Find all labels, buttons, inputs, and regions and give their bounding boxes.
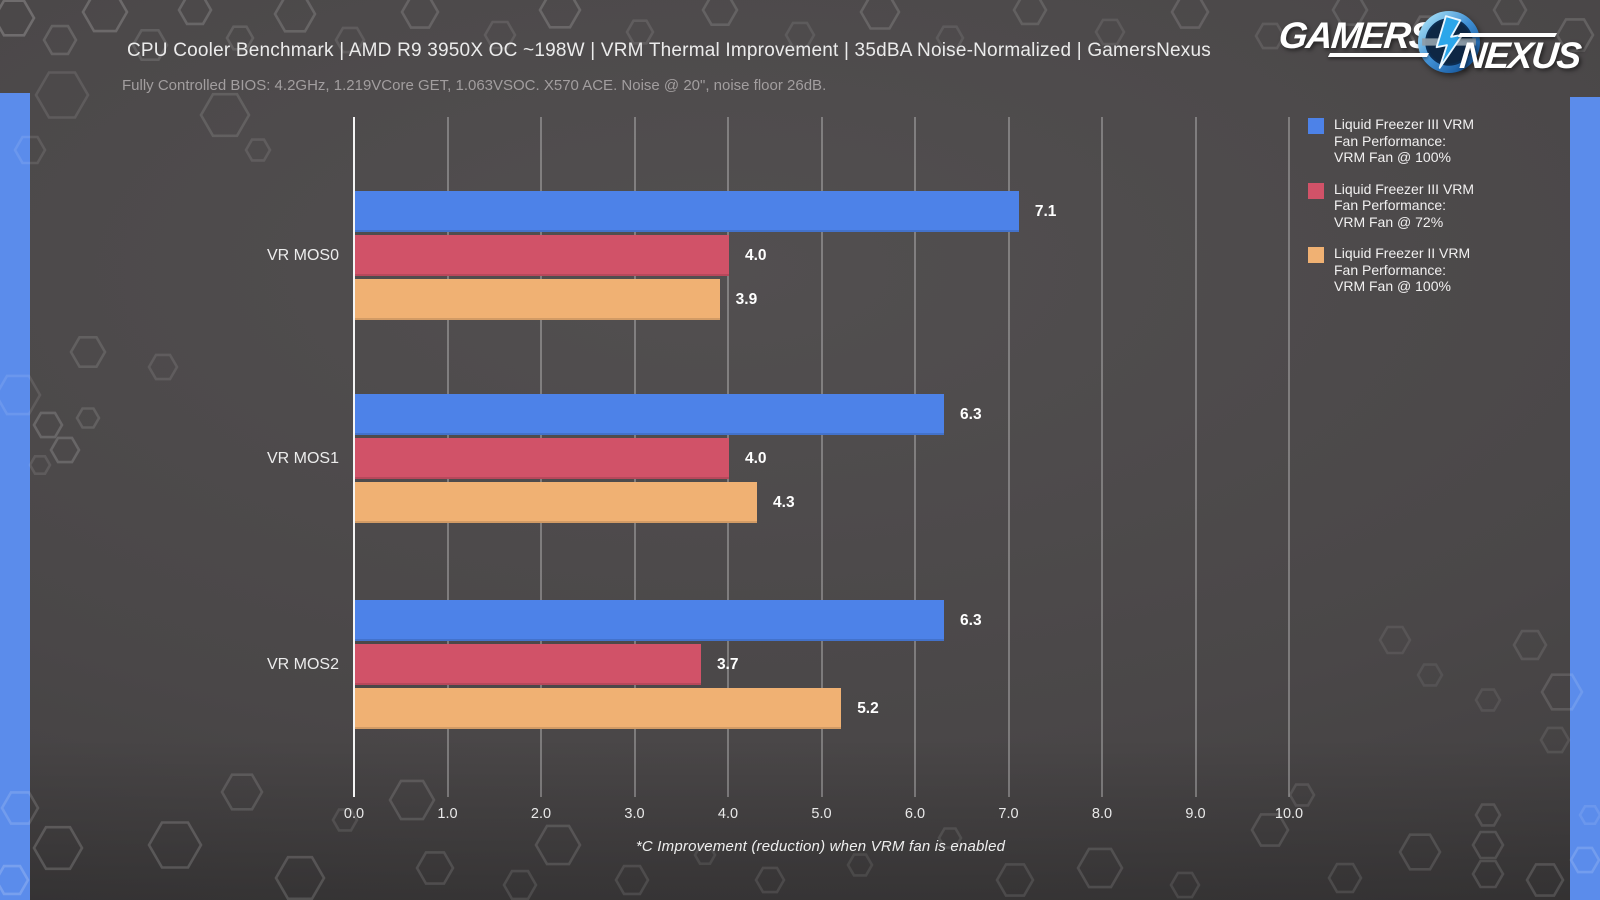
bar <box>355 644 701 685</box>
bar <box>355 482 758 523</box>
logo-word-nexus: NEXUS <box>1457 35 1583 76</box>
category-label: VR MOS0 <box>266 247 339 264</box>
bar <box>355 279 720 320</box>
legend-label: Liquid Freezer II VRM Fan Performance: V… <box>1334 245 1471 294</box>
x-tick-label: 7.0 <box>998 806 1019 822</box>
legend-label: Liquid Freezer III VRM Fan Performance: … <box>1334 116 1475 165</box>
x-tick-label: 2.0 <box>530 806 552 822</box>
legend-entry: Liquid Freezer III VRM Fan Performance: … <box>1308 116 1488 166</box>
legend-swatch-red <box>1308 182 1324 199</box>
x-tick-label: 0.0 <box>343 806 365 822</box>
gridline <box>914 117 916 797</box>
x-tick-label: 10.0 <box>1274 806 1304 822</box>
x-tick-label: 9.0 <box>1185 806 1206 822</box>
right-edge-stripe <box>1570 97 1600 900</box>
bar-chart-plot: *C Improvement (reduction) when VRM fan … <box>267 117 1303 855</box>
bar <box>355 600 945 641</box>
chart-subtitle: Fully Controlled BIOS: 4.2GHz, 1.219VCor… <box>122 77 827 94</box>
gridline <box>1194 117 1197 797</box>
gridline <box>1007 117 1010 797</box>
bar-value-label: 5.2 <box>857 700 879 717</box>
x-tick-label: 8.0 <box>1091 806 1113 822</box>
bar <box>355 235 729 276</box>
logo-overline <box>1457 33 1558 37</box>
gridline <box>820 117 823 797</box>
legend-entry: Liquid Freezer II VRM Fan Performance: V… <box>1308 245 1488 295</box>
bar-value-label: 4.0 <box>745 247 767 264</box>
x-axis-label: *C Improvement (reduction) when VRM fan … <box>635 838 1006 855</box>
bar <box>355 688 842 729</box>
x-tick-label: 4.0 <box>717 806 739 822</box>
gridline <box>1288 117 1290 797</box>
bar-value-label: 3.9 <box>735 291 758 308</box>
x-tick-label: 5.0 <box>811 806 832 822</box>
chart-legend: Liquid Freezer III VRM Fan Performance: … <box>1308 116 1488 310</box>
legend-label: Liquid Freezer III VRM Fan Performance: … <box>1334 180 1475 230</box>
x-tick-label: 1.0 <box>437 806 458 822</box>
bar-value-label: 6.3 <box>960 406 982 423</box>
logo-word-gamers: GAMERS <box>1276 15 1435 56</box>
legend-swatch-orange <box>1308 247 1324 263</box>
category-label: VR MOS2 <box>266 656 339 673</box>
bar-value-label: 7.1 <box>1034 203 1057 220</box>
bar-value-label: 6.3 <box>960 612 982 629</box>
chart-title: CPU Cooler Benchmark | AMD R9 3950X OC ~… <box>127 40 1211 61</box>
y-axis-line <box>353 117 355 797</box>
bar <box>355 191 1019 232</box>
bar-value-label: 4.3 <box>773 494 795 511</box>
x-tick-label: 6.0 <box>904 806 926 822</box>
gridline <box>1101 117 1103 797</box>
bar-value-label: 3.7 <box>716 656 739 673</box>
legend-entry: Liquid Freezer III VRM Fan Performance: … <box>1308 181 1488 231</box>
bar-value-label: 4.0 <box>745 450 767 467</box>
logo-underline <box>1327 53 1430 57</box>
gamersnexus-logo: GAMERS NEXUS <box>1255 8 1590 80</box>
lightning-n-emblem-icon <box>1418 11 1480 73</box>
category-label: VR MOS1 <box>266 450 339 467</box>
left-edge-stripe <box>0 93 30 900</box>
x-tick-label: 3.0 <box>624 806 645 822</box>
bar <box>355 438 729 479</box>
bar <box>355 394 945 435</box>
legend-swatch-blue <box>1308 118 1324 134</box>
